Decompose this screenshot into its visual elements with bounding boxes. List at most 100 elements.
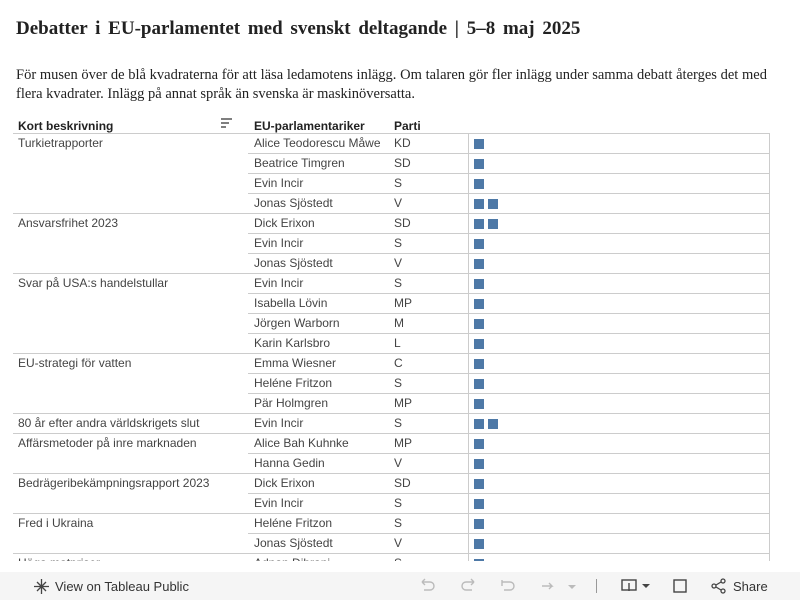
member: Jonas Sjöstedt <box>254 196 333 210</box>
party: SD <box>394 216 411 230</box>
group-line <box>13 213 770 214</box>
view-link[interactable]: View on Tableau Public <box>55 579 189 594</box>
post-square[interactable] <box>474 259 484 269</box>
column-header[interactable]: EU-parlamentariker <box>254 119 365 133</box>
post-square[interactable] <box>474 559 484 561</box>
party: S <box>394 276 403 290</box>
post-square[interactable] <box>474 439 484 449</box>
party: KD <box>394 136 411 150</box>
row-line <box>248 293 770 294</box>
party: SD <box>394 476 411 490</box>
post-square[interactable] <box>488 219 498 229</box>
party: S <box>394 376 403 390</box>
member: Beatrice Timgren <box>254 156 345 170</box>
post-square[interactable] <box>488 199 498 209</box>
party: V <box>394 196 403 210</box>
row-line <box>248 373 770 374</box>
member: Alice Bah Kuhnke <box>254 436 349 450</box>
row-line <box>248 453 770 454</box>
party: MP <box>394 396 412 410</box>
column-header[interactable]: Parti <box>394 119 421 133</box>
row-line <box>248 153 770 154</box>
member: Jonas Sjöstedt <box>254 256 333 270</box>
post-square[interactable] <box>488 419 498 429</box>
title: Debatter i EU-parlamentet med svenskt de… <box>16 18 581 39</box>
debate-title: Bedrägeribekämpningsrapport 2023 <box>18 476 210 490</box>
member: Heléne Fritzon <box>254 376 333 390</box>
column-header[interactable]: Kort beskrivning <box>18 119 114 133</box>
post-square[interactable] <box>474 379 484 389</box>
party: L <box>394 336 401 350</box>
post-square[interactable] <box>474 339 484 349</box>
member: Evin Incir <box>254 236 304 250</box>
row-line <box>248 333 770 334</box>
member: Pär Holmgren <box>254 396 329 410</box>
post-square[interactable] <box>474 519 484 529</box>
debate-title: Svar på USA:s handelstullar <box>18 276 169 290</box>
post-square[interactable] <box>474 319 484 329</box>
member: Dick Erixon <box>254 476 315 490</box>
row-line <box>248 173 770 174</box>
debate-title: Fred i Ukraina <box>18 516 94 530</box>
post-square[interactable] <box>474 219 484 229</box>
member: Emma Wiesner <box>254 356 337 370</box>
toolbar-icons <box>421 578 576 591</box>
share-link[interactable]: Share <box>733 579 768 594</box>
post-square[interactable] <box>474 399 484 409</box>
post-square[interactable] <box>474 179 484 189</box>
post-square[interactable] <box>474 359 484 369</box>
post-square[interactable] <box>474 299 484 309</box>
party: S <box>394 516 403 530</box>
post-square[interactable] <box>474 139 484 149</box>
group-line <box>13 553 770 554</box>
post-square[interactable] <box>474 239 484 249</box>
debate-title: Höga matpriser <box>18 553 100 561</box>
member: Jörgen Warborn <box>254 316 340 330</box>
member: Evin Incir <box>254 496 304 510</box>
row-line <box>248 313 770 314</box>
group-line <box>13 273 770 274</box>
group-line <box>13 353 770 354</box>
post-square[interactable] <box>474 459 484 469</box>
member: Evin Incir <box>254 416 304 430</box>
party: S <box>394 496 403 510</box>
debate-title: EU-strategi för vatten <box>18 356 132 370</box>
group-line <box>13 513 770 514</box>
post-square[interactable] <box>474 279 484 289</box>
group-line <box>13 473 770 474</box>
post-square[interactable] <box>474 159 484 169</box>
download-fullscreen[interactable] <box>620 578 700 594</box>
member: Evin Incir <box>254 276 304 290</box>
party: V <box>394 256 403 270</box>
party: V <box>394 536 403 550</box>
member: Karin Karlsbro <box>254 336 331 350</box>
post-square[interactable] <box>474 199 484 209</box>
post-square[interactable] <box>474 499 484 509</box>
member: Jonas Sjöstedt <box>254 536 333 550</box>
row-line <box>248 533 770 534</box>
share-icon[interactable] <box>711 578 727 594</box>
description: För musen över de blå kvadraterna för at… <box>16 67 767 102</box>
member: Alice Teodorescu Måwe <box>254 136 381 150</box>
sort-icon[interactable] <box>221 118 233 130</box>
post-square[interactable] <box>474 479 484 489</box>
party: V <box>394 456 403 470</box>
row-line <box>248 393 770 394</box>
party: C <box>394 356 403 370</box>
group-line <box>13 413 770 414</box>
member: Dick Erixon <box>254 216 315 230</box>
party: S <box>394 553 402 561</box>
group-line <box>13 433 770 434</box>
row-line <box>248 193 770 194</box>
party: M <box>394 316 404 330</box>
post-square[interactable] <box>474 419 484 429</box>
member: Hanna Gedin <box>254 456 325 470</box>
row-line <box>248 493 770 494</box>
footer: View on Tableau Public Share <box>0 572 800 600</box>
post-square[interactable] <box>474 539 484 549</box>
party: S <box>394 416 403 430</box>
party: S <box>394 176 403 190</box>
party: SD <box>394 156 411 170</box>
row-line <box>248 253 770 254</box>
